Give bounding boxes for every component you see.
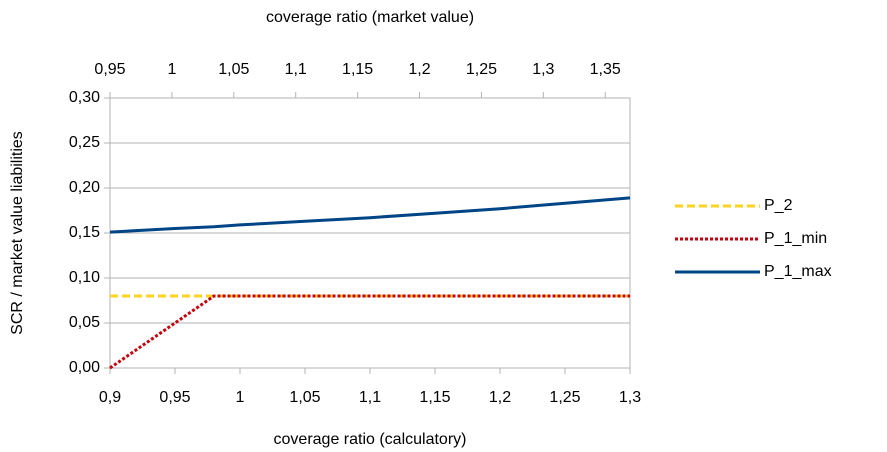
legend-label: P_2: [764, 197, 793, 214]
y-tick-label: 0,20: [69, 179, 100, 196]
x2-tick-label: 1,2: [408, 61, 430, 78]
y-tick-label: 0,30: [69, 89, 100, 106]
y-tick-label: 0,25: [69, 134, 100, 151]
legend-label: P_1_max: [764, 263, 832, 280]
series-line: [109, 294, 630, 370]
x2-tick-label: 1,35: [590, 61, 621, 78]
y-tick-label: 0,05: [69, 314, 100, 331]
x2-tick-label: 1,15: [342, 61, 373, 78]
x2-tick-label: 0,95: [94, 61, 125, 78]
x-tick-label: 1: [236, 389, 245, 406]
y-axis-title: SCR / market value liabilities: [9, 131, 26, 335]
x-tick-label: 1,15: [419, 389, 450, 406]
x2-tick-label: 1,3: [532, 61, 554, 78]
y-tick-label: 0,15: [69, 224, 100, 241]
legend-label: P_1_min: [764, 230, 827, 247]
x2-tick-label: 1,25: [466, 61, 497, 78]
x-tick-label: 1,2: [489, 389, 511, 406]
x2-axis-title: coverage ratio (market value): [266, 9, 474, 26]
x-axis-title: coverage ratio (calculatory): [274, 431, 467, 448]
x2-tick-label: 1,05: [218, 61, 249, 78]
x-tick-label: 0,95: [159, 389, 190, 406]
x2-tick-label: 1,1: [285, 61, 307, 78]
x-tick-label: 1,1: [359, 389, 381, 406]
x2-tick-label: 1: [167, 61, 176, 78]
x-tick-label: 1,3: [619, 389, 641, 406]
x-tick-label: 1,05: [289, 389, 320, 406]
y-tick-label: 0,00: [69, 359, 100, 376]
series-line: [109, 196, 631, 234]
x-tick-label: 1,25: [549, 389, 580, 406]
x-tick-label: 0,9: [99, 389, 121, 406]
y-tick-label: 0,10: [69, 269, 100, 286]
